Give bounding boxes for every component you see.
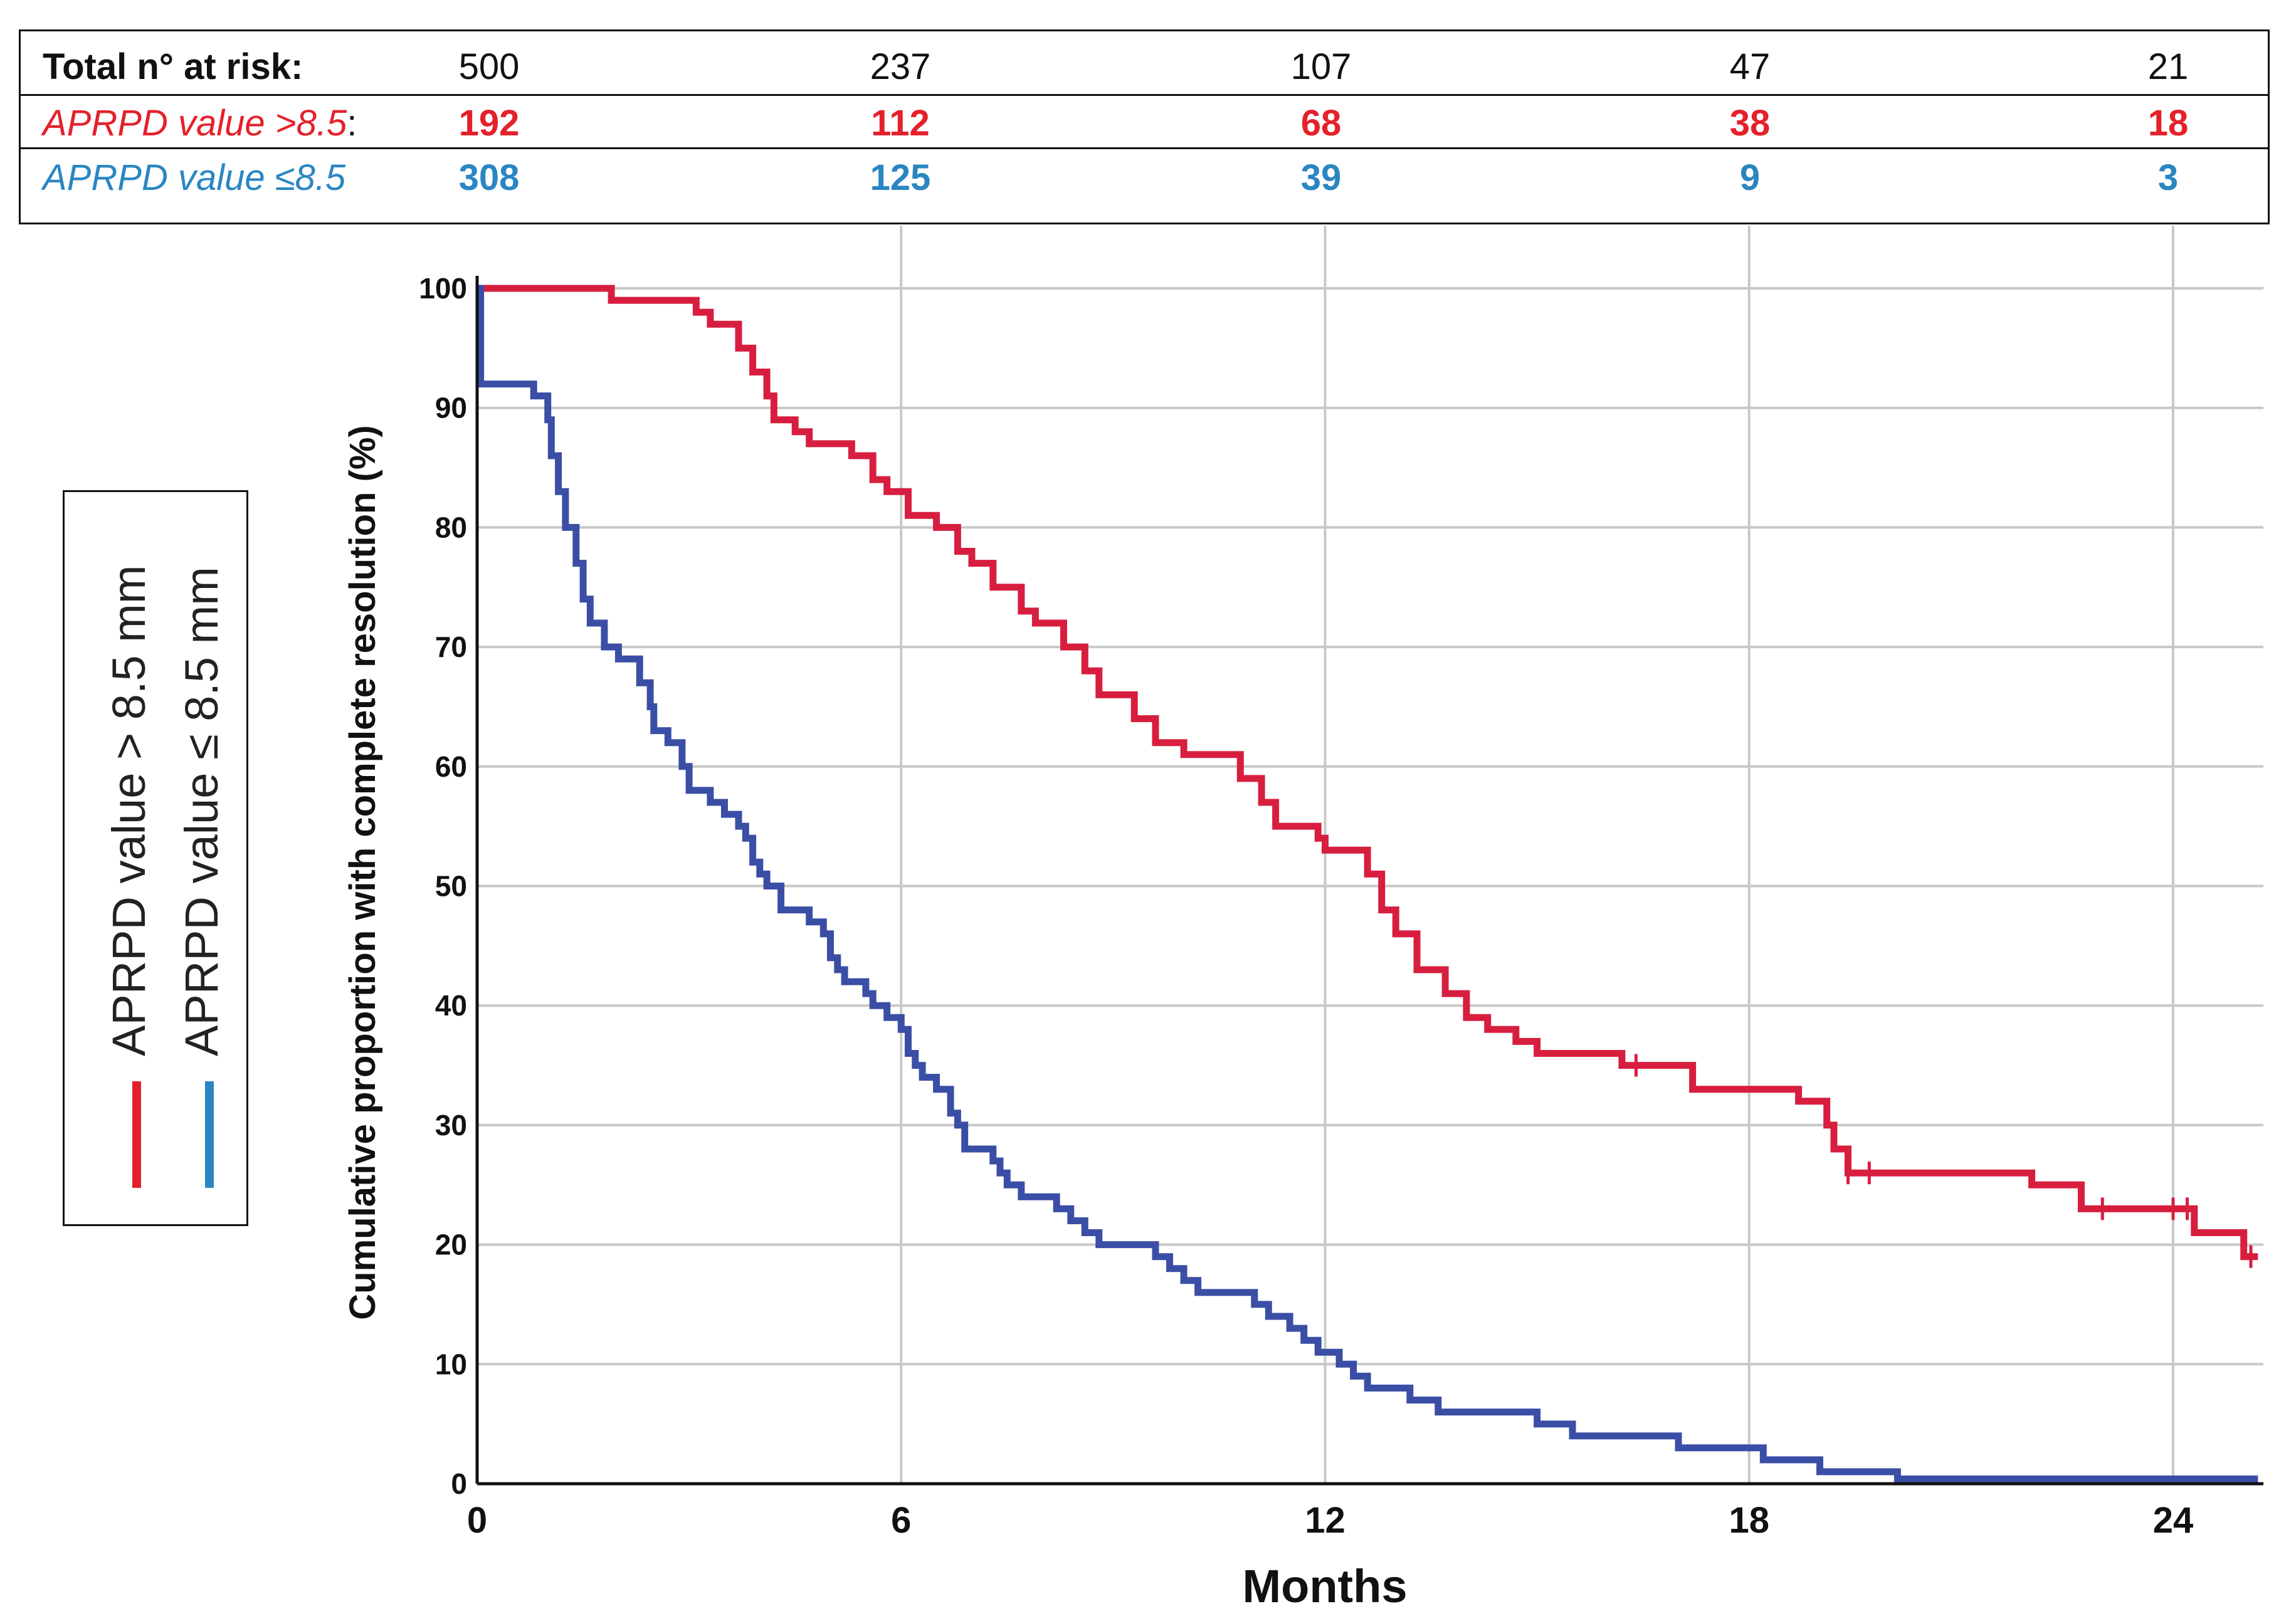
y-tick-label: 40 <box>435 989 467 1022</box>
risk-count: 68 <box>1300 103 1342 144</box>
risk-row-label: APRPD value >8.5: <box>43 105 357 142</box>
y-tick-label: 70 <box>435 631 467 663</box>
risk-count: 125 <box>870 157 931 198</box>
y-axis-label: Cumulative proportion with complete reso… <box>342 425 383 1320</box>
risk-count: 500 <box>458 46 520 87</box>
risk-count: 38 <box>1729 103 1771 144</box>
y-tick-label: 60 <box>435 750 467 783</box>
y-tick-label: 20 <box>435 1229 467 1261</box>
x-tick-label: 6 <box>891 1500 911 1541</box>
x-tick-label: 12 <box>1305 1500 1345 1541</box>
table-divider <box>21 94 2268 96</box>
risk-count: 18 <box>2147 103 2189 144</box>
legend: APRPD value > 8.5 mm APRPD value ≤ 8.5 mm <box>63 490 248 1226</box>
series-line-1 <box>477 285 2258 1261</box>
y-tick-label: 30 <box>435 1109 467 1141</box>
risk-count: 21 <box>2147 46 2189 87</box>
tick-labels: 0 10 20 30 40 50 60 70 80 90 100 0 6 12 18 24 <box>419 272 2193 1541</box>
axes <box>475 276 2263 1486</box>
x-tick-label: 18 <box>1729 1500 1769 1541</box>
y-tick-label: 90 <box>435 392 467 424</box>
risk-count: 237 <box>870 46 931 87</box>
risk-count: 308 <box>458 157 520 198</box>
y-tick-label: 100 <box>419 272 467 305</box>
series-line-2 <box>477 285 2258 1482</box>
legend-swatch <box>132 1081 141 1188</box>
risk-count: 107 <box>1290 46 1352 87</box>
risk-row-label: APRPD value ≤8.5 <box>43 160 345 196</box>
y-tick-label: 0 <box>451 1467 467 1500</box>
table-divider <box>21 147 2268 149</box>
x-axis-label: Months <box>1242 1560 1407 1612</box>
risk-row-label-suffix: : <box>347 103 357 144</box>
legend-item: APRPD value ≤ 8.5 mm <box>175 492 244 1228</box>
risk-count: 3 <box>2157 157 2179 198</box>
risk-row-label: Total n° at risk: <box>43 49 303 85</box>
legend-item: APRPD value > 8.5 mm <box>102 492 171 1228</box>
y-tick-label: 10 <box>435 1348 467 1380</box>
x-tick-label: 24 <box>2153 1500 2194 1541</box>
risk-count: 192 <box>458 103 520 144</box>
risk-row-label-text: Total n° at risk: <box>43 46 303 87</box>
y-tick-label: 50 <box>435 870 467 903</box>
y-tick-label: 80 <box>435 511 467 543</box>
risk-count: 39 <box>1300 157 1342 198</box>
risk-row-label-text: APRPD value ≤8.5 <box>43 157 346 198</box>
risk-row-label-text: APRPD value >8.5 <box>43 103 347 144</box>
risk-count: 47 <box>1729 46 1771 87</box>
risk-table: Total n° at risk: 500 237 107 47 21 APRPD valu… <box>19 29 2270 224</box>
series-layer <box>477 285 2258 1482</box>
risk-count: 9 <box>1739 157 1761 198</box>
risk-count: 112 <box>871 103 930 144</box>
legend-swatch <box>205 1081 214 1188</box>
x-tick-label: 0 <box>467 1500 487 1541</box>
